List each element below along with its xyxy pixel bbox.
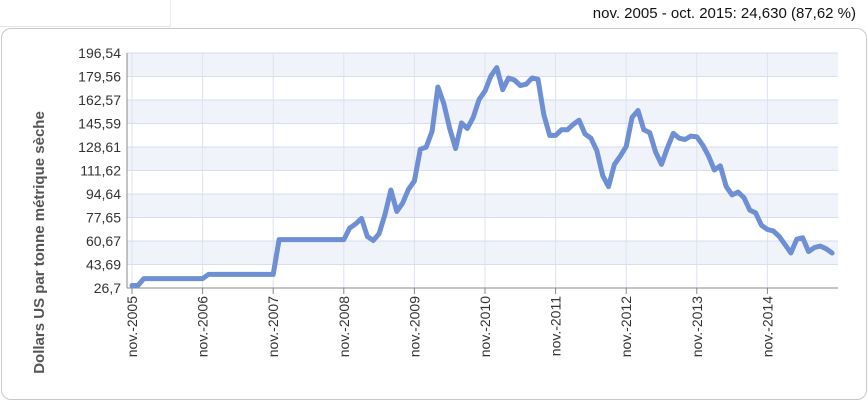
- x-tick-label: nov.-2005: [124, 296, 140, 357]
- y-tick-label: 43,69: [86, 256, 121, 272]
- x-tick-label: nov.-2007: [265, 296, 281, 357]
- period-summary: nov. 2005 - oct. 2015: 24,630 (87,62 %): [592, 5, 856, 22]
- line-chart: 26,7 43,69 60,67 77,65 94,64 111,62 128,61 145,…: [31, 45, 838, 374]
- price-series: [129, 65, 835, 288]
- x-tick-label: nov.-2014: [759, 296, 775, 357]
- plot-band: [127, 240, 838, 265]
- x-tick-label: nov.-2009: [406, 296, 422, 357]
- y-tick-label: 196,54: [78, 45, 121, 61]
- plot-bands: [127, 53, 838, 265]
- chart-frame: 26,7 43,69 60,67 77,65 94,64 111,62 128,61 145,…: [1, 28, 867, 400]
- header-tab-area: [0, 0, 171, 27]
- top-bar: nov. 2005 - oct. 2015: 24,630 (87,62 %): [0, 0, 868, 28]
- y-tick-labels: 26,7 43,69 60,67 77,65 94,64 111,62 128,61 145,…: [78, 45, 121, 296]
- y-tick-label: 128,61: [78, 139, 121, 155]
- x-tick-label: nov.-2006: [195, 296, 211, 357]
- y-tick-label: 145,59: [78, 115, 121, 131]
- x-tick-label: nov.-2011: [548, 296, 564, 356]
- plot-band: [127, 146, 838, 171]
- y-tick-label: 26,7: [94, 280, 121, 296]
- x-tick-label: nov.-2010: [477, 296, 493, 357]
- y-tick-label: 111,62: [80, 163, 121, 179]
- y-tick-label: 179,56: [78, 68, 121, 84]
- axes: [126, 53, 838, 289]
- y-tick-label: 94,64: [86, 186, 121, 202]
- x-tick-labels: nov.-2005 nov.-2006 nov.-2007 nov.-2008 nov.…: [124, 288, 775, 357]
- plot-band: [127, 53, 838, 77]
- y-tick-label: 162,57: [78, 92, 121, 108]
- y-tick-label: 77,65: [86, 210, 121, 226]
- y-axis-label: Dollars US par tonne métrique sèche: [31, 111, 48, 374]
- y-tick-label: 60,67: [86, 233, 121, 249]
- x-tick-label: nov.-2013: [689, 296, 705, 357]
- plot-band: [127, 193, 838, 218]
- series-line: [129, 65, 835, 288]
- x-tick-label: nov.-2008: [336, 296, 352, 357]
- x-tick-label: nov.-2012: [618, 296, 634, 357]
- plot-band: [127, 100, 838, 124]
